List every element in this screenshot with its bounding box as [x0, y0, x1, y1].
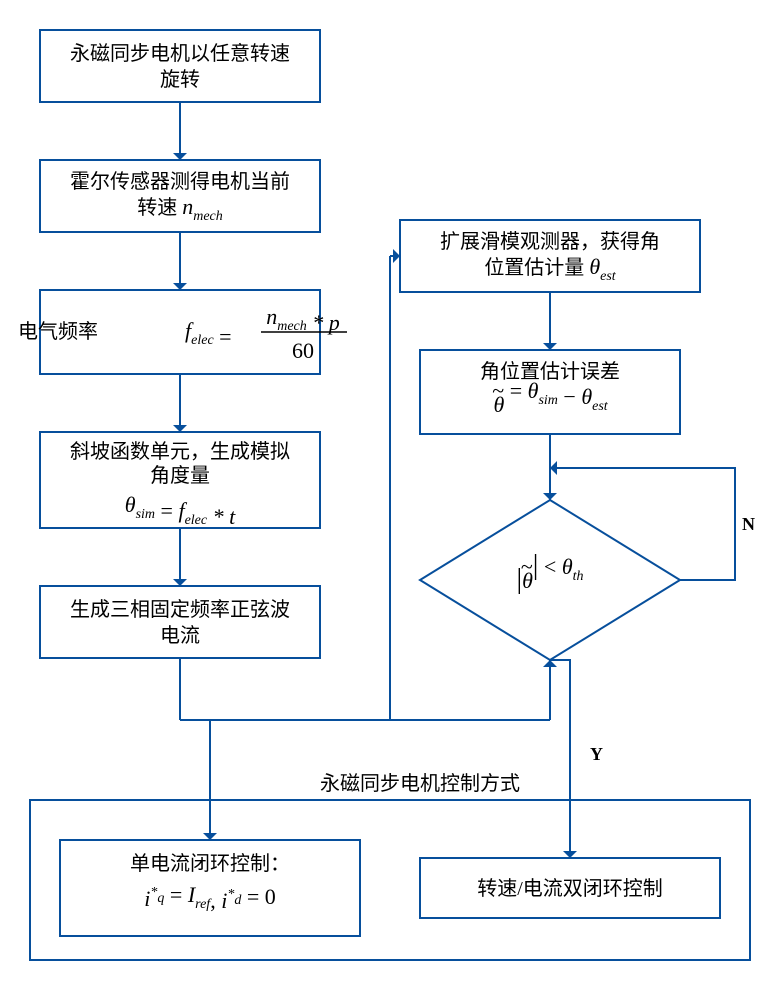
svg-text:斜坡函数单元，生成模拟: 斜坡函数单元，生成模拟	[70, 440, 290, 463]
svg-text:转速/电流双闭环控制: 转速/电流双闭环控制	[477, 877, 663, 900]
svg-text:永磁同步电机以任意转速: 永磁同步电机以任意转速	[70, 42, 290, 65]
svg-text:电气频率: 电气频率	[18, 320, 98, 343]
svg-text:生成三相固定频率正弦波: 生成三相固定频率正弦波	[70, 598, 290, 621]
svg-text:单电流闭环控制：: 单电流闭环控制：	[130, 852, 290, 875]
svg-text:旋转: 旋转	[160, 68, 200, 91]
svg-text:电流: 电流	[160, 624, 200, 647]
svg-text:扩展滑模观测器，获得角: 扩展滑模观测器，获得角	[440, 230, 660, 253]
svg-text:霍尔传感器测得电机当前: 霍尔传感器测得电机当前	[70, 170, 290, 193]
svg-text:角度量: 角度量	[150, 464, 210, 487]
svg-text:60: 60	[292, 338, 314, 363]
svg-text:Y: Y	[590, 744, 603, 764]
svg-text:永磁同步电机控制方式: 永磁同步电机控制方式	[320, 772, 520, 795]
svg-text:N: N	[742, 514, 755, 534]
